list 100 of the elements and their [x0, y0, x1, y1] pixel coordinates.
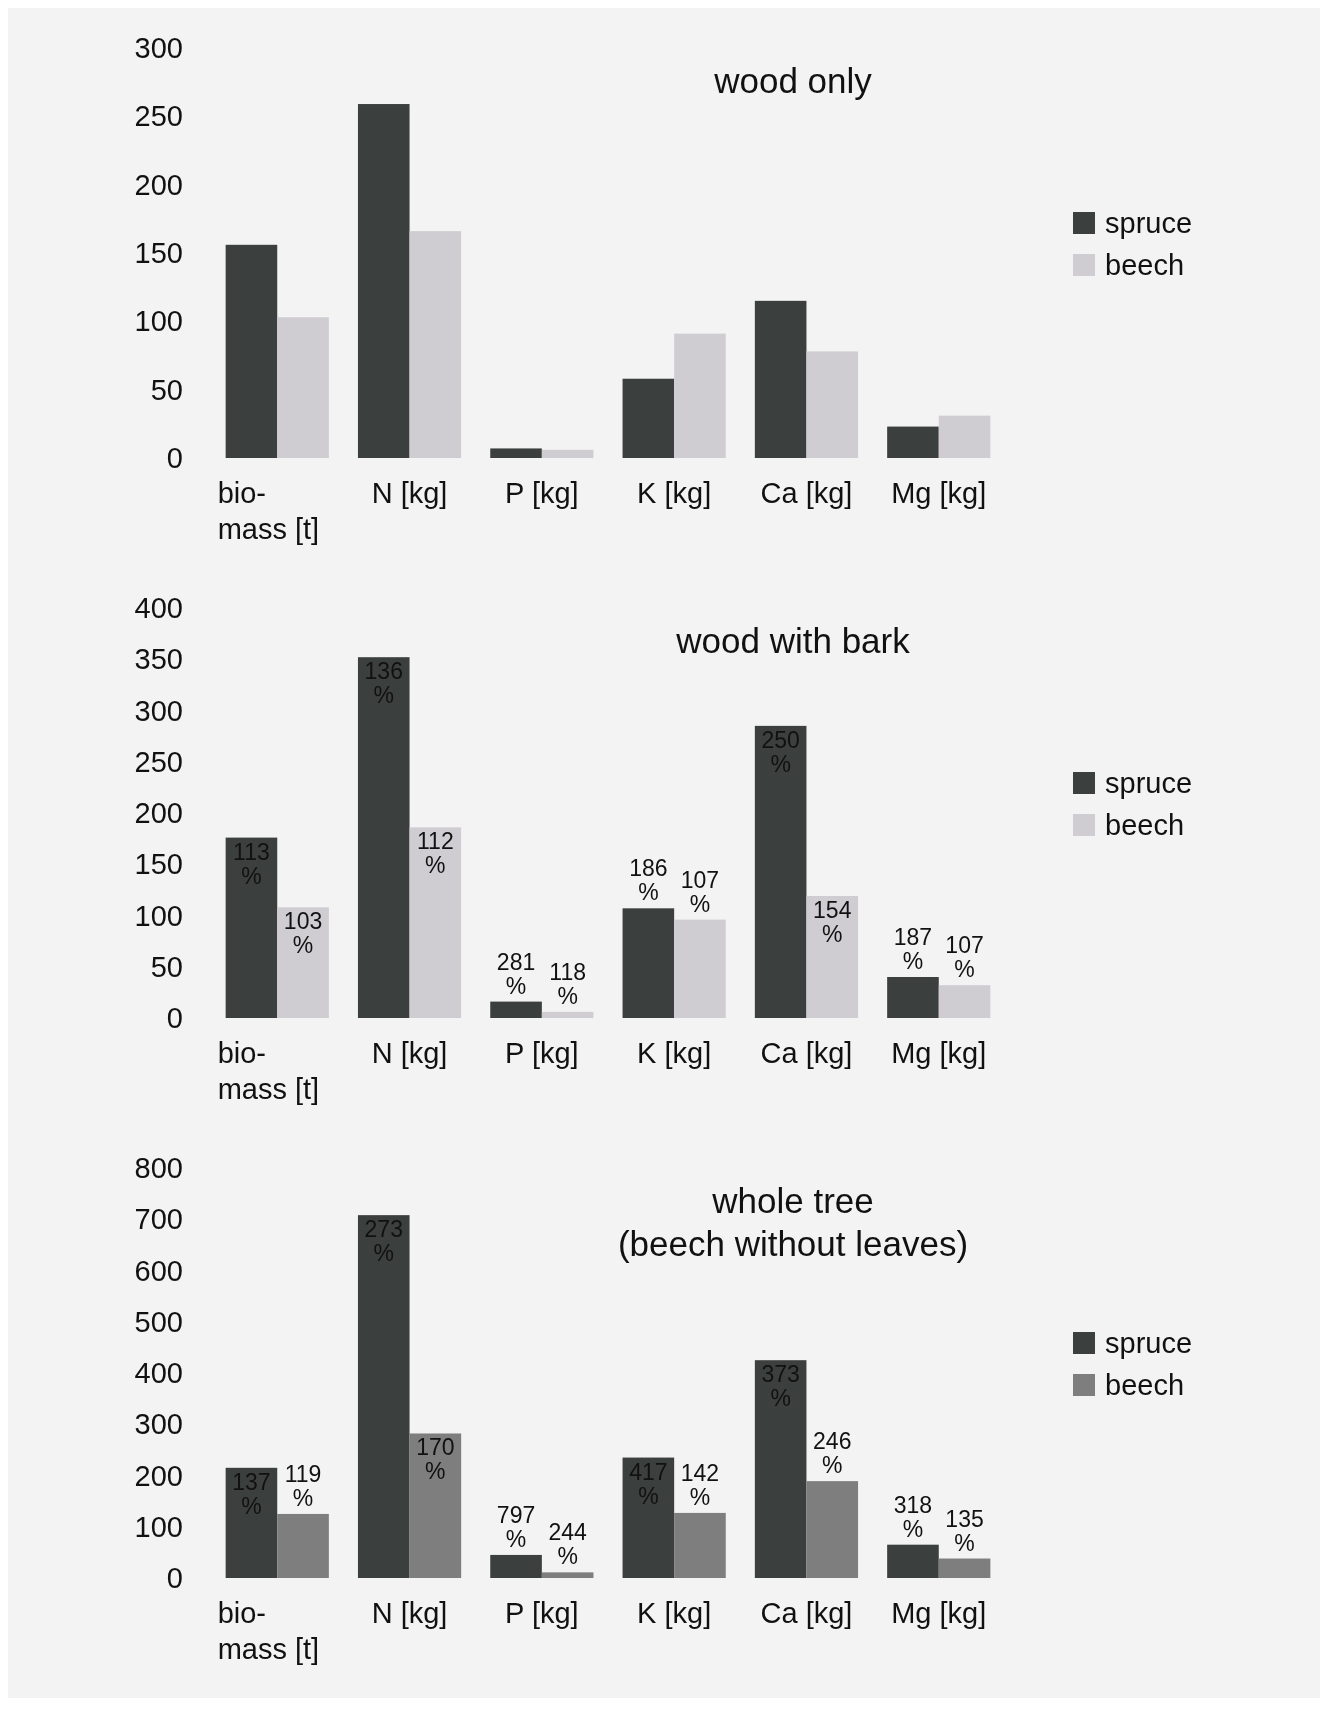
bar [622, 1457, 675, 1578]
bar [887, 977, 939, 1018]
text: (beech without leaves) [617, 1224, 969, 1263]
annotation: 187 % [893, 924, 933, 974]
annotation: 118 % [549, 958, 586, 1009]
bar [490, 1554, 542, 1578]
bar [541, 1572, 594, 1578]
bar [622, 908, 675, 1018]
bar [754, 725, 807, 1018]
annotation: 107 % [680, 866, 720, 917]
bar [754, 1360, 807, 1578]
bar [277, 1513, 329, 1578]
annotation: 107 % [945, 932, 984, 983]
y-tick-label: 200 [134, 797, 183, 830]
legend-label: beech [1105, 809, 1185, 842]
bar [938, 415, 991, 458]
y-tick-label: 250 [134, 745, 183, 778]
annotation: 797 % [496, 1501, 536, 1552]
y-tick-label: 300 [134, 694, 183, 727]
annotation: 119 % [284, 1460, 322, 1511]
bar [409, 231, 462, 458]
legend-label: beech [1105, 249, 1185, 282]
y-tick-label: 500 [134, 1305, 183, 1338]
bar [622, 378, 675, 458]
x-tick-label: N [kg] [371, 1037, 448, 1069]
bar [541, 449, 594, 458]
bar [754, 300, 807, 458]
x-tick-label: N [kg] [371, 477, 448, 509]
bar [938, 1558, 991, 1578]
bar [938, 985, 991, 1018]
bar [357, 1215, 410, 1578]
bar [357, 104, 410, 458]
x-tick-label: P [kg] [505, 1597, 579, 1629]
x-tick-label: K [kg] [637, 1037, 712, 1069]
x-tick-label: bio-mass [t] [217, 1037, 320, 1105]
y-tick-label: 350 [134, 643, 183, 676]
y-tick-label: 200 [134, 168, 183, 201]
x-tick-label: K [kg] [637, 1597, 712, 1629]
bar [225, 244, 278, 458]
bar [409, 827, 462, 1018]
y-tick-label: 300 [134, 32, 183, 65]
x-tick-label: Ca [kg] [760, 1597, 853, 1629]
y-tick-label: 600 [134, 1254, 183, 1287]
annotation: 186 % [629, 855, 668, 906]
y-tick-label: 200 [134, 1459, 183, 1492]
annotation: 246 % [813, 1428, 852, 1479]
x-tick-label: bio-mass [t] [217, 1597, 320, 1665]
bar [674, 333, 726, 458]
y-tick-label: 150 [134, 848, 183, 881]
bar [887, 1544, 939, 1578]
y-tick-label: 0 [166, 1002, 183, 1035]
x-tick-label: Mg [kg] [891, 1597, 987, 1629]
bar [277, 907, 329, 1018]
x-tick-label: K [kg] [637, 477, 712, 509]
bar [887, 426, 939, 458]
x-tick-label: Ca [kg] [760, 1037, 853, 1069]
x-tick-label: Mg [kg] [891, 1037, 987, 1069]
y-tick-label: 100 [134, 1510, 183, 1543]
y-tick-label: 150 [134, 237, 183, 270]
annotation: 281 % [496, 948, 536, 999]
x-tick-label: P [kg] [505, 477, 579, 509]
annotation: 244 % [548, 1519, 588, 1570]
bar [409, 1433, 462, 1578]
bar [541, 1011, 594, 1018]
legend-label: beech [1105, 1369, 1185, 1402]
annotation: 170 % [416, 1434, 455, 1485]
y-tick-label: 0 [166, 1562, 183, 1595]
y-tick-label: 800 [134, 1152, 183, 1185]
bar [357, 657, 410, 1018]
x-tick-label: Mg [kg] [891, 477, 987, 509]
legend-label: spruce [1105, 767, 1193, 800]
x-tick-label: bio-mass [t] [217, 477, 320, 545]
y-tick-label: 100 [134, 899, 183, 932]
annotation: 135 % [945, 1505, 984, 1556]
bar [225, 837, 278, 1018]
x-tick-label: Ca [kg] [760, 477, 853, 509]
bar [806, 896, 859, 1018]
bar [225, 1467, 278, 1578]
y-tick-label: 50 [150, 373, 183, 406]
bar [490, 1001, 542, 1018]
y-tick-label: 300 [134, 1408, 183, 1441]
bar [277, 317, 329, 458]
annotation: 318 % [893, 1491, 933, 1542]
y-tick-label: 50 [150, 950, 183, 983]
y-tick-label: 400 [134, 592, 183, 625]
bar [674, 919, 726, 1018]
annotation: 103 % [283, 908, 323, 959]
annotation: 112 % [417, 828, 454, 879]
bar [490, 448, 542, 458]
x-tick-label: N [kg] [371, 1597, 448, 1629]
legend-label: spruce [1105, 207, 1193, 240]
legend-label: spruce [1105, 1327, 1193, 1360]
chart-title: wood only [713, 61, 873, 100]
bar [674, 1512, 726, 1578]
chart-title: wood with bark [675, 621, 911, 660]
y-tick-label: 400 [134, 1357, 183, 1390]
annotation: 154 % [813, 897, 852, 948]
chart-title: whole tree [711, 1181, 874, 1220]
y-tick-label: 100 [134, 305, 183, 338]
annotation: 142 % [680, 1459, 720, 1510]
